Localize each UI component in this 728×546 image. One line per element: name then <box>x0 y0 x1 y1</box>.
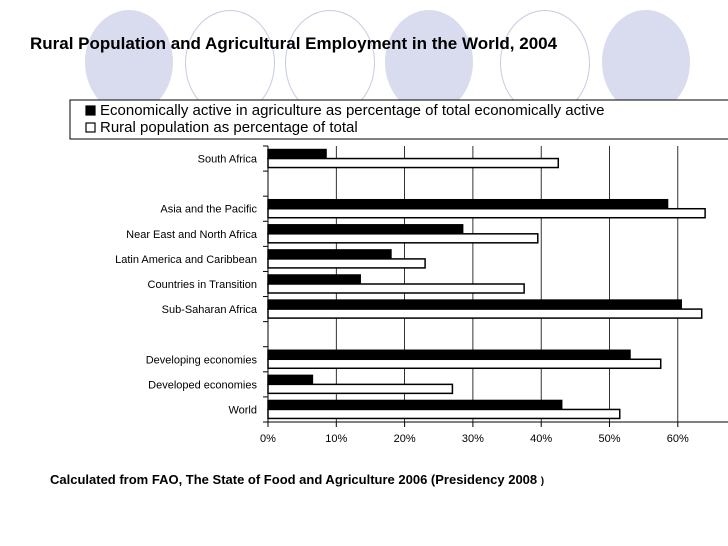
category-label: Developed economies <box>148 379 257 391</box>
bar-economically-active <box>267 374 314 386</box>
x-tick-label: 20% <box>394 433 416 445</box>
bar-rural-population <box>267 383 454 395</box>
legend: Economically active in agriculture as pe… <box>69 99 728 140</box>
category-label: Countries in Transition <box>148 279 257 291</box>
bar-economically-active <box>267 249 392 260</box>
legend-label: Rural population as percentage of total <box>100 119 358 136</box>
category-label: Latin America and Caribbean <box>115 254 257 266</box>
decorative-circle <box>602 10 690 114</box>
x-tick-label: 50% <box>598 433 620 445</box>
decorative-circle <box>85 10 173 114</box>
category-label: Developing economies <box>146 354 258 366</box>
bar-economically-active <box>267 399 563 411</box>
bar-rural-population <box>267 308 703 319</box>
bar-economically-active <box>267 148 327 160</box>
chart-title: Rural Population and Agricultural Employ… <box>30 34 558 53</box>
category-label: Sub-Saharan Africa <box>162 304 258 316</box>
bar-economically-active <box>267 198 669 210</box>
category-label: Near East and North Africa <box>126 229 258 241</box>
category-label: South Africa <box>198 154 258 166</box>
source-note: Calculated from FAO, The State of Food a… <box>50 472 544 487</box>
bar-rural-population <box>267 283 525 294</box>
x-tick-label: 10% <box>325 433 347 445</box>
bar-rural-population <box>267 258 426 269</box>
legend-box <box>69 99 728 140</box>
source-closing-paren: ) <box>540 476 545 487</box>
bar-rural-population <box>267 233 539 244</box>
x-tick-label: 0% <box>260 433 276 445</box>
bar-rural-population <box>267 207 706 219</box>
x-tick-label: 60% <box>667 433 689 445</box>
x-tick-label: 40% <box>530 433 552 445</box>
bar-rural-population <box>267 408 621 420</box>
bar-economically-active <box>267 274 361 285</box>
x-tick-label: 30% <box>462 433 484 445</box>
bar-economically-active <box>267 299 682 310</box>
axes: 0%10%20%30%40%50%60%70% <box>260 145 728 445</box>
category-label: Asia and the Pacific <box>160 204 257 216</box>
legend-label: Economically active in agriculture as pe… <box>100 102 604 119</box>
bar-economically-active <box>267 349 631 361</box>
decorative-circle <box>385 10 473 114</box>
source-text: Calculated from FAO, The State of Food a… <box>50 472 538 487</box>
category-label: World <box>228 404 257 416</box>
bar-economically-active <box>267 224 464 235</box>
category-labels: South Africa Asia and the Pacific Near Eas… <box>115 154 258 417</box>
legend-swatch <box>85 122 96 133</box>
bars <box>267 148 706 420</box>
bar-rural-population <box>267 358 662 370</box>
legend-swatch <box>85 105 96 116</box>
bar-rural-population <box>267 157 560 169</box>
